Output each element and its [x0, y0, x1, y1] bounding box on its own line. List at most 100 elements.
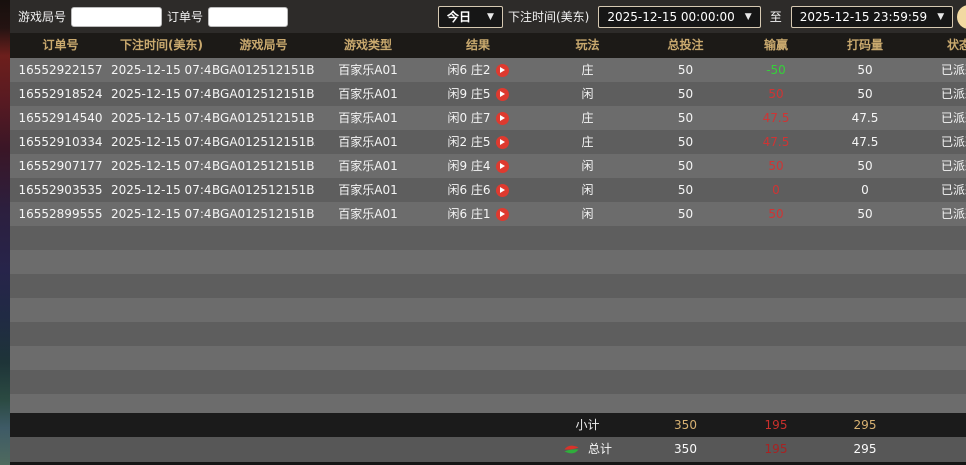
result-cell: 闲6 庄6 — [421, 178, 535, 202]
total-turnover: 295 — [853, 442, 877, 456]
chevron-down-icon: ▼ — [487, 11, 494, 22]
game-type: 百家乐A01 — [338, 135, 398, 149]
win-loss: 0 — [772, 183, 780, 197]
bet-time: 2025-12-15 07:42 — [111, 135, 212, 149]
result-cell: 闲0 庄7 — [421, 106, 535, 130]
game-type: 百家乐A01 — [338, 159, 398, 173]
col-total-bet: 总投注 — [667, 38, 704, 52]
win-loss: 50 — [768, 87, 784, 101]
bet-time: 2025-12-15 07:41 — [111, 183, 212, 197]
red-green-swirl-icon[interactable] — [563, 442, 580, 457]
result-cell: 闲9 庄4 — [421, 154, 535, 178]
win-loss: 50 — [768, 159, 784, 173]
game-type: 百家乐A01 — [338, 63, 398, 77]
win-loss: 50 — [768, 207, 784, 221]
to-label: 至 — [769, 10, 782, 24]
play-type: 闲 — [581, 87, 594, 101]
result-text: 闲9 庄4 — [447, 159, 491, 173]
date-range-value: 今日 — [447, 10, 472, 24]
round-id: BGA012512151BC — [212, 87, 315, 101]
bet-time: 2025-12-15 07:44 — [111, 87, 212, 101]
total-bet: 50 — [677, 183, 694, 197]
round-id: BGA012512151B7 — [212, 207, 315, 221]
table-row: 16552922157 2025-12-15 07:45 BGA01251215… — [10, 58, 966, 82]
col-play: 玩法 — [575, 38, 600, 52]
win-loss: 47.5 — [762, 111, 790, 125]
result-cell: 闲6 庄1 — [421, 202, 535, 226]
play-icon[interactable] — [495, 135, 509, 149]
play-icon[interactable] — [495, 159, 509, 173]
table-row: 16552899555 2025-12-15 07:40 BGA01251215… — [10, 202, 966, 226]
col-win-loss: 输赢 — [763, 38, 788, 52]
win-loss: -50 — [766, 63, 786, 77]
order-no-input[interactable] — [208, 6, 289, 27]
play-icon[interactable] — [495, 207, 509, 221]
chevron-down-icon: ▼ — [937, 11, 945, 22]
table-row: 16552903535 2025-12-15 07:41 BGA01251215… — [10, 178, 966, 202]
play-type: 庄 — [581, 63, 594, 77]
subtotal-label: 小计 — [575, 418, 600, 432]
order-no-label: 订单号 — [167, 10, 204, 24]
subtotal-win-loss: 195 — [764, 418, 788, 432]
date-to-value: 2025-12-15 23:59:59 — [799, 9, 928, 24]
filter-bar: 游戏局号 订单号 今日 ▼ 下注时间(美东) 2025-12-15 00:00:… — [10, 0, 966, 33]
table-header: 订单号 下注时间(美东) 游戏局号 游戏类型 结果 玩法 总投注 输赢 打码量 … — [10, 33, 966, 58]
total-label-cell: 总计 — [535, 437, 640, 462]
status: 已派彩 — [940, 63, 966, 77]
bet-time: 2025-12-15 07:45 — [111, 63, 212, 77]
order-no: 16552922157 — [18, 63, 103, 77]
result-text: 闲6 庄2 — [447, 63, 491, 77]
total-bet: 50 — [677, 111, 694, 125]
table-row: 16552914540 2025-12-15 07:43 BGA01251215… — [10, 106, 966, 130]
col-bet-time: 下注时间(美东) — [120, 38, 203, 52]
turnover: 47.5 — [851, 111, 879, 125]
game-round-label: 游戏局号 — [18, 10, 67, 24]
status: 已派彩 — [940, 135, 966, 149]
result-text: 闲6 庄6 — [447, 183, 491, 197]
turnover: 50 — [857, 63, 873, 77]
date-range-select[interactable]: 今日 ▼ — [438, 5, 503, 28]
search-button[interactable]: 查询 — [957, 4, 966, 29]
total-bet: 50 — [677, 135, 694, 149]
total-label: 总计 — [587, 442, 612, 456]
status: 已派彩 — [940, 207, 966, 221]
order-no: 16552907177 — [18, 159, 103, 173]
play-type: 闲 — [581, 207, 594, 221]
order-no: 16552914540 — [18, 111, 103, 125]
table-row: 16552918524 2025-12-15 07:44 BGA01251215… — [10, 82, 966, 106]
total-row: 总计 350 195 295 — [10, 437, 966, 462]
game-type: 百家乐A01 — [338, 183, 398, 197]
status: 已派彩 — [940, 87, 966, 101]
play-type: 庄 — [581, 111, 594, 125]
turnover: 50 — [857, 159, 873, 173]
play-icon[interactable] — [495, 63, 509, 77]
subtotal-turnover: 295 — [853, 418, 877, 432]
date-from-select[interactable]: 2025-12-15 00:00:00 ▼ — [598, 5, 761, 28]
turnover: 50 — [857, 207, 873, 221]
result-text: 闲6 庄1 — [447, 207, 491, 221]
round-id: BGA012512151B9 — [212, 159, 315, 173]
total-bet: 50 — [677, 87, 694, 101]
date-to-select[interactable]: 2025-12-15 23:59:59 ▼ — [790, 5, 954, 28]
total-bet: 50 — [677, 207, 694, 221]
table-row: 16552910334 2025-12-15 07:42 BGA01251215… — [10, 130, 966, 154]
turnover: 50 — [857, 87, 873, 101]
result-cell: 闲9 庄5 — [421, 82, 535, 106]
subtotal-total-bet: 350 — [674, 418, 697, 432]
total-bet: 50 — [677, 63, 694, 77]
col-turnover: 打码量 — [846, 38, 883, 52]
date-from-value: 2025-12-15 00:00:00 — [607, 9, 735, 24]
play-icon[interactable] — [495, 183, 509, 197]
play-type: 闲 — [581, 159, 594, 173]
total-bet: 50 — [677, 159, 694, 173]
order-no: 16552918524 — [18, 87, 103, 101]
bet-history-panel: 游戏局号 订单号 今日 ▼ 下注时间(美东) 2025-12-15 00:00:… — [10, 0, 966, 465]
play-icon[interactable] — [495, 87, 509, 101]
col-game-type: 游戏类型 — [343, 38, 392, 52]
play-icon[interactable] — [495, 111, 509, 125]
game-type: 百家乐A01 — [338, 87, 398, 101]
round-id: BGA012512151BA — [212, 135, 315, 149]
game-round-input[interactable] — [71, 6, 163, 27]
subtotal-row: 小计 350 195 295 — [10, 413, 966, 437]
bet-time-label: 下注时间(美东) — [507, 10, 590, 24]
